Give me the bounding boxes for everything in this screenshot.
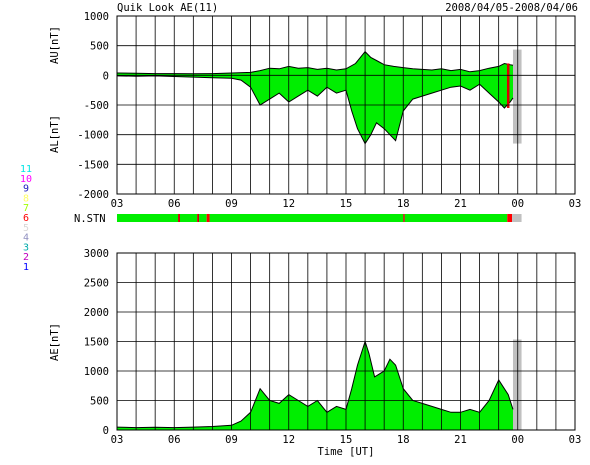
au-al-panel: AU[nT] AL[nT] 1000 500 0 -500 -1000 -1500 -200… [49, 11, 581, 210]
x-tick-label: 06 [168, 198, 181, 210]
x-tick-label: 15 [340, 198, 353, 210]
area-fill [117, 341, 513, 430]
y-tick-label: -1000 [77, 130, 109, 142]
x-tick-label: 21 [454, 434, 467, 446]
y-tick-label: 3000 [84, 248, 109, 260]
y-tick-label: 500 [90, 396, 109, 408]
station-segment [404, 214, 508, 222]
x-tick-label: 00 [511, 198, 524, 210]
legend-station-3: 3 [23, 242, 29, 253]
x-tick-label: 15 [340, 434, 353, 446]
x-tick-label: 12 [282, 198, 295, 210]
y-tick-label: 2000 [84, 307, 109, 319]
stn-label: N.STN [74, 213, 106, 225]
legend-station-7: 7 [23, 203, 29, 214]
ae-ylabel: AE[nT] [49, 323, 61, 361]
legend-station-6: 6 [23, 213, 29, 224]
au-ylabel: AU[nT] [49, 26, 61, 64]
date-range: 2008/04/05-2008/04/06 [445, 2, 578, 14]
figure-title: Quik Look AE(11) [117, 2, 218, 14]
legend-station-10: 10 [20, 174, 32, 185]
station-segment [206, 214, 210, 222]
x-tick-label: 18 [397, 198, 410, 210]
station-segment [512, 214, 522, 222]
y-tick-label: 2500 [84, 278, 109, 290]
x-tick-label: 21 [454, 198, 467, 210]
station-segment [117, 214, 179, 222]
y-tick-label: 0 [103, 70, 109, 82]
legend-station-8: 8 [23, 193, 29, 204]
x-tick-label: 03 [111, 434, 124, 446]
y-tick-label: -500 [84, 100, 109, 112]
x-axis-label: Time [UT] [318, 446, 375, 458]
no-data-region [512, 339, 522, 430]
plot-frame [116, 15, 576, 195]
x-tick-label: 00 [511, 434, 524, 446]
station-segment [209, 214, 404, 222]
series-line-aunt [116, 50, 514, 75]
legend-station-4: 4 [23, 233, 29, 244]
y-tick-label: 0 [103, 425, 109, 437]
al-ylabel: AL[nT] [49, 115, 61, 153]
series-line-alnt [116, 75, 514, 145]
plot-frame [116, 252, 576, 431]
legend-station-2: 2 [23, 252, 29, 263]
ae-panel: AE[nT] Time [UT] 30002500200015001000500… [49, 248, 581, 458]
y-tick-label: -2000 [77, 189, 109, 201]
legend-station-1: 1 [23, 262, 29, 273]
legend-station-9: 9 [23, 184, 29, 195]
y-tick-label: 1000 [84, 366, 109, 378]
x-tick-label: 09 [225, 434, 238, 446]
x-tick-label: 03 [569, 434, 582, 446]
station-segment [507, 214, 513, 222]
x-tick-label: 18 [397, 434, 410, 446]
series-line-aent [116, 339, 514, 429]
y-tick-label: 1500 [84, 337, 109, 349]
no-data-region [512, 49, 522, 144]
x-tick-label: 03 [111, 198, 124, 210]
area-fill [117, 51, 513, 144]
station-segment [403, 214, 405, 222]
x-tick-label: 03 [569, 198, 582, 210]
legend-station-11: 11 [20, 164, 32, 175]
x-tick-label: 12 [282, 434, 295, 446]
station-segment [197, 214, 200, 222]
station-segment [199, 214, 207, 222]
legend-station-5: 5 [23, 223, 29, 234]
x-tick-label: 09 [225, 198, 238, 210]
x-tick-label: 06 [168, 434, 181, 446]
station-segment [179, 214, 198, 222]
station-count-panel: N.STN [74, 213, 522, 225]
y-tick-label: 1000 [84, 11, 109, 23]
y-tick-label: -1500 [77, 159, 109, 171]
station-segment [178, 214, 180, 222]
y-tick-label: 500 [90, 41, 109, 53]
